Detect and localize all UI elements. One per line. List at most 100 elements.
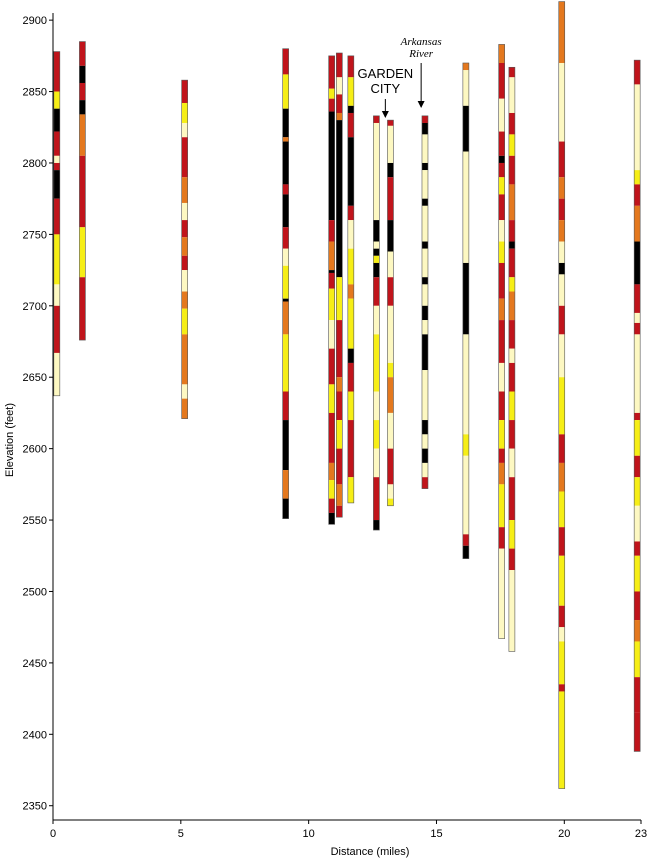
well-layer-orange	[558, 1, 565, 63]
well-layer-yellow	[347, 298, 354, 349]
y-tick-label: 2850	[23, 87, 47, 99]
well-4	[282, 48, 289, 519]
well-layer-red	[336, 52, 343, 78]
well-layer-yellow	[558, 555, 565, 606]
wells	[53, 1, 641, 789]
well-layer-black	[282, 420, 289, 471]
x-tick-label: 10	[303, 828, 315, 840]
well-layer-cream	[373, 448, 380, 478]
well-layer-yellow	[634, 641, 641, 678]
well-layer-black	[328, 512, 335, 525]
well-layer-cream	[336, 77, 343, 95]
well-layer-red	[373, 115, 380, 123]
well-layer-red	[498, 527, 505, 549]
well-layer-red	[634, 677, 641, 713]
well-layer-yellow	[282, 334, 289, 392]
well-layer-yellow	[498, 241, 505, 263]
well-layer-black	[634, 241, 641, 285]
well-layer-yellow	[387, 362, 394, 378]
well-layer-orange	[462, 62, 469, 71]
well-layer-orange	[336, 484, 343, 506]
well-layer-cream	[558, 274, 565, 306]
well-layer-red	[282, 391, 289, 421]
well-layer-orange	[508, 184, 515, 221]
well-layer-cream	[558, 241, 565, 263]
well-layer-cream	[373, 391, 380, 421]
annotation-arrow-head	[417, 100, 425, 108]
well-layer-red	[79, 277, 86, 341]
well-layer-yellow	[373, 334, 380, 392]
well-layer-yellow	[373, 255, 380, 263]
well-outline	[373, 115, 380, 531]
well-layer-black	[282, 108, 289, 138]
y-tick-label: 2750	[23, 229, 47, 241]
well-layer-black	[336, 120, 343, 278]
well-10	[421, 115, 429, 489]
annotation-text: Arkansas	[400, 36, 442, 48]
well-layer-black	[421, 448, 428, 463]
well-layer-black	[462, 105, 469, 152]
well-outline	[347, 55, 355, 504]
well-layer-cream	[421, 434, 428, 449]
well-layer-orange	[558, 220, 565, 242]
well-layer-yellow	[347, 391, 354, 421]
well-8	[373, 115, 380, 531]
well-layer-cream	[421, 134, 428, 163]
well-layer-red	[508, 362, 515, 392]
well-layer-red	[347, 55, 354, 78]
well-layer-red	[508, 67, 515, 78]
well-layer-black	[347, 137, 354, 206]
well-layer-black	[282, 141, 289, 185]
well-layer-red	[328, 498, 335, 513]
well-layer-black	[421, 334, 428, 371]
well-layer-red	[498, 162, 505, 178]
well-layer-cream	[634, 334, 641, 413]
well-layer-yellow	[328, 480, 335, 499]
well-layer-yellow	[508, 277, 515, 292]
well-layer-cream	[498, 548, 505, 639]
well-layer-black	[421, 162, 428, 171]
well-layer-red	[53, 162, 60, 171]
well-layer-cream	[181, 384, 188, 399]
well-layer-red	[328, 220, 335, 242]
well-layer-red	[53, 198, 60, 235]
well-layer-red	[508, 548, 515, 571]
well-layer-cream	[181, 122, 188, 138]
well-layer-yellow	[347, 477, 354, 503]
well-outline	[328, 55, 335, 525]
well-layer-cream	[373, 122, 380, 221]
well-layer-black	[421, 277, 428, 285]
well-layer-red	[421, 477, 428, 489]
well-layer-red	[373, 277, 380, 306]
well-layer-black	[373, 262, 380, 278]
well-layer-red	[558, 684, 565, 692]
well-layer-black	[508, 241, 515, 249]
annotation-arrow-head	[381, 110, 389, 118]
well-layer-yellow	[336, 420, 343, 449]
well-layer-cream	[508, 77, 515, 113]
well-layer-cream	[508, 448, 515, 478]
well-outline	[462, 62, 470, 559]
well-layer-cream	[498, 362, 505, 392]
well-layer-cream	[373, 305, 380, 335]
well-layer-red	[462, 534, 469, 546]
well-layer-orange	[498, 462, 505, 485]
well-layer-orange	[181, 237, 188, 256]
well-layer-orange	[387, 377, 394, 413]
well-layer-red	[328, 55, 335, 89]
axes: 2350240024502500255026002650270027502800…	[23, 13, 647, 840]
well-outline	[508, 66, 516, 652]
well-layer-yellow	[53, 91, 60, 109]
well-6	[336, 52, 343, 518]
well-layer-red	[508, 220, 515, 242]
well-layer-yellow	[558, 377, 565, 435]
well-layer-yellow	[347, 77, 354, 106]
well-layer-red	[634, 60, 641, 85]
well-layer-orange	[328, 241, 335, 271]
well-layer-red	[498, 194, 505, 221]
well-layer-red	[634, 712, 641, 752]
well-7	[347, 55, 355, 504]
well-layer-cream	[421, 170, 428, 199]
well-layer-red	[508, 112, 515, 135]
